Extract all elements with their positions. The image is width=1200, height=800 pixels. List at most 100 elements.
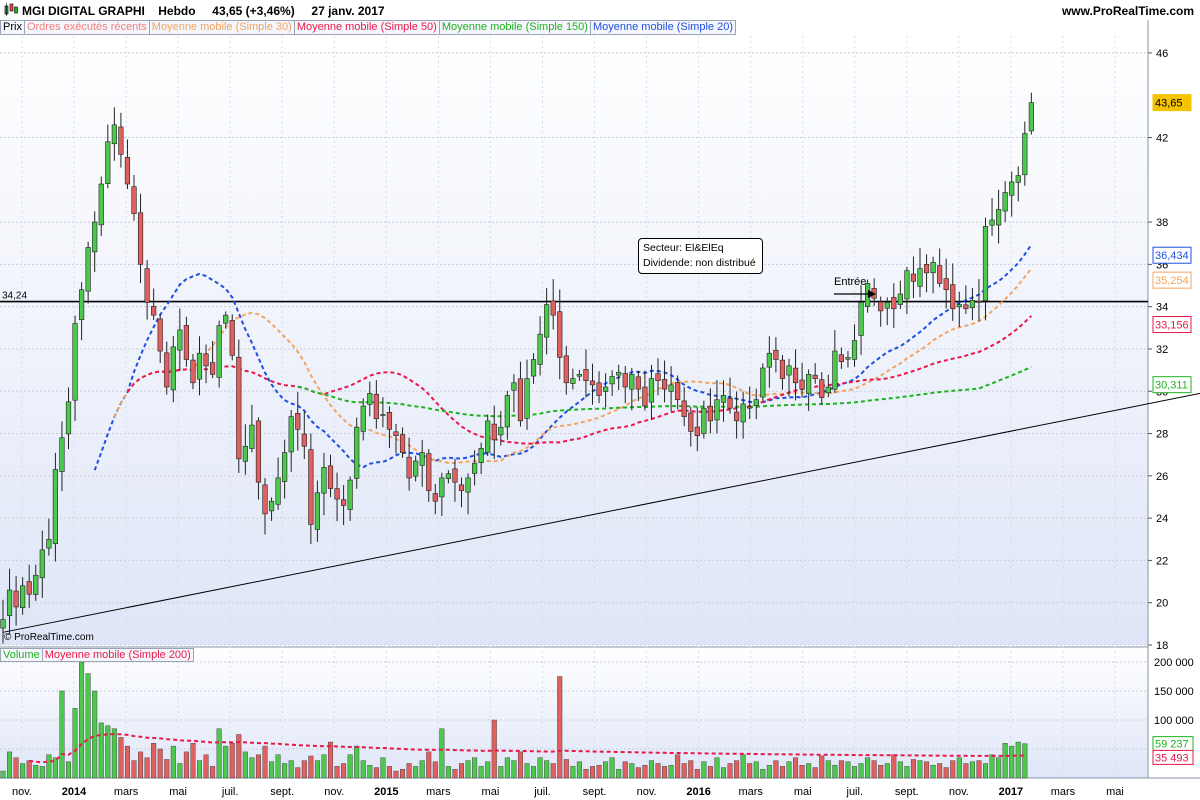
candle-body xyxy=(557,311,563,358)
candle-body xyxy=(851,340,858,360)
price-tick-label: 18 xyxy=(1156,640,1168,652)
volume-bar xyxy=(806,763,812,779)
entree-arrowhead xyxy=(868,289,876,298)
volume-bar xyxy=(812,767,818,779)
volume-bar xyxy=(288,760,294,779)
candle-body xyxy=(511,382,517,391)
candle-body xyxy=(105,141,111,184)
legend-item-vol-ma200[interactable]: Moyenne mobile (Simple 200) xyxy=(42,648,194,662)
legend-item-ma20[interactable]: Moyenne mobile (Simple 20) xyxy=(590,20,736,35)
volume-bar xyxy=(334,766,340,779)
candle-body xyxy=(589,380,596,386)
volume-bar xyxy=(426,751,432,779)
candle-body xyxy=(596,382,602,396)
candle-body xyxy=(550,300,556,316)
time-tick-label: juil. xyxy=(221,786,239,798)
legend-item-orders[interactable]: Ordres exécutés récents xyxy=(24,20,150,35)
candle-body xyxy=(609,376,615,385)
legend-item-volume[interactable]: Volume xyxy=(0,648,43,662)
volume-bar xyxy=(465,760,471,779)
candle-body xyxy=(98,183,104,226)
time-tick-label: juil. xyxy=(846,786,864,798)
volume-bar xyxy=(511,760,517,779)
legend-item-prix[interactable]: Prix xyxy=(0,20,25,35)
candle-body xyxy=(6,589,13,616)
volume-tag xyxy=(1152,749,1194,765)
candle-body xyxy=(216,325,222,378)
volume-bar xyxy=(596,765,602,779)
volume-bar xyxy=(39,766,45,779)
legend-item-ma150[interactable]: Moyenne mobile (Simple 150) xyxy=(439,20,591,35)
time-tick-label: nov. xyxy=(12,786,32,798)
time-tick-label: mars xyxy=(1051,786,1076,798)
candle-body xyxy=(367,393,373,405)
volume-bar xyxy=(118,737,124,779)
candle-body xyxy=(46,538,52,549)
volume-bar xyxy=(485,761,491,779)
legend-item-ma50[interactable]: Moyenne mobile (Simple 50) xyxy=(294,20,440,35)
candle-body xyxy=(124,157,131,185)
site-url[interactable]: www.ProRealTime.com xyxy=(1061,4,1194,18)
candle-body xyxy=(334,488,340,500)
volume-bar xyxy=(838,760,844,779)
candle-body xyxy=(616,371,622,376)
volume-bar xyxy=(871,760,877,779)
candle-body xyxy=(327,465,334,489)
volume-bar xyxy=(314,760,320,779)
volume-bar xyxy=(675,754,681,779)
volume-bar xyxy=(930,765,936,779)
volume-bar xyxy=(779,766,785,779)
candle-body xyxy=(504,395,510,428)
candle-body xyxy=(85,247,91,292)
candle-body xyxy=(406,456,412,479)
candle-body xyxy=(288,416,294,453)
volume-bar xyxy=(321,754,327,779)
volume-bar xyxy=(688,760,694,779)
candle-body xyxy=(773,350,779,360)
candle-body xyxy=(956,304,962,308)
volume-bar xyxy=(295,767,301,779)
candle-body xyxy=(26,581,32,595)
chart-header: MGI DIGITAL GRAPHI Hebdo 43,65 (+3,46%) … xyxy=(0,0,1200,20)
candle-body xyxy=(59,437,65,472)
volume-bar xyxy=(897,761,903,779)
volume-bar xyxy=(832,765,838,779)
volume-bar xyxy=(590,766,596,779)
candle-body xyxy=(544,304,550,338)
candle-body xyxy=(321,467,327,494)
volume-bar xyxy=(459,763,465,779)
price-tag xyxy=(1152,246,1192,264)
candle-body xyxy=(537,333,543,365)
volume-tag-label: 59 237 xyxy=(1155,739,1189,751)
volume-bar xyxy=(432,761,438,779)
volume-bar xyxy=(937,763,943,779)
candle-body xyxy=(812,374,818,379)
time-tick-label: mars xyxy=(426,786,451,798)
volume-bar xyxy=(969,761,975,779)
volume-bar xyxy=(996,757,1002,779)
candle-body xyxy=(904,270,910,300)
level-label: 34,24 xyxy=(2,291,27,302)
volume-bar xyxy=(531,766,537,779)
volume-bar xyxy=(223,745,229,779)
candle-body xyxy=(629,374,635,390)
volume-bar xyxy=(26,760,32,779)
volume-bar xyxy=(976,760,982,779)
volume-bar xyxy=(249,757,255,779)
candle-body xyxy=(478,448,484,464)
legend-item-ma30[interactable]: Moyenne mobile (Simple 30) xyxy=(149,20,295,35)
candle-body xyxy=(681,400,687,417)
volume-bar xyxy=(255,754,261,779)
volume-bar xyxy=(301,760,307,779)
candle-body xyxy=(347,479,353,510)
volume-bar xyxy=(98,722,104,779)
volume-bar xyxy=(498,766,504,779)
volume-bar xyxy=(609,757,615,779)
price-legend: Prix Ordres exécutés récents Moyenne mob… xyxy=(0,20,736,35)
volume-bar xyxy=(694,769,700,779)
time-tick-label: juil. xyxy=(533,786,551,798)
volume-tag-label: 35 493 xyxy=(1155,752,1189,764)
volume-bar xyxy=(138,751,144,779)
candle-body xyxy=(111,124,117,145)
candle-body xyxy=(982,226,989,301)
